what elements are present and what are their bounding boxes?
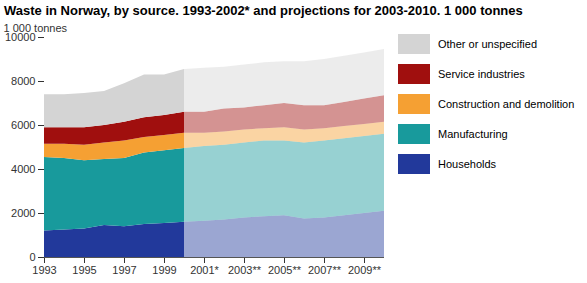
html-text:Construction and demolition: Construction and demolition [438,98,575,110]
svg-text:1 000 tonnes: 1 000 tonnes [4,22,68,34]
html-text:Waste in Norway, by source. 19: Waste in Norway, by source. 1993-2002* a… [4,3,523,18]
svg-text:4000: 4000 [11,163,35,175]
svg-text:2007**: 2007** [308,264,342,276]
svg-text:2009**: 2009** [348,264,382,276]
html-text:Service industries: Service industries [438,68,525,80]
svg-text:1995: 1995 [72,264,96,276]
svg-text:6000: 6000 [11,119,35,131]
svg-text:2001*: 2001* [190,264,219,276]
svg-text:1993: 1993 [32,264,56,276]
svg-text:1997: 1997 [112,264,136,276]
html-text:Households: Households [438,158,497,170]
html-text:Manufacturing: Manufacturing [438,128,508,140]
svg-text:8000: 8000 [11,75,35,87]
svg-text:10000: 10000 [4,31,36,43]
html-text:Other or unspecified: Other or unspecified [438,38,538,50]
svg-text:1999: 1999 [152,264,176,276]
svg-text:2000: 2000 [11,207,35,219]
svg-text:2005**: 2005** [268,264,302,276]
svg-text:2003**: 2003** [228,264,262,276]
svg-text:0: 0 [29,251,35,263]
